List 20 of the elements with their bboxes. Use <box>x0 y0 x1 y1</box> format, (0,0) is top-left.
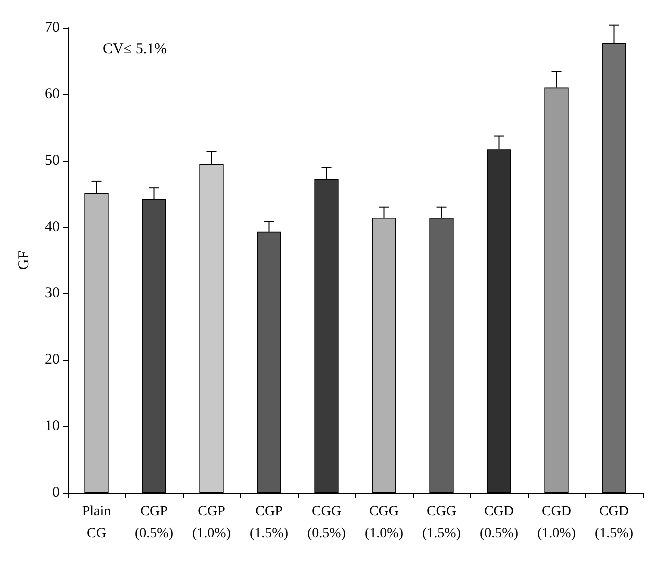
x-tick-label: CGG (1.5%) <box>422 504 462 542</box>
y-tick-label: 0 <box>52 485 60 501</box>
x-tick-label: CGP (1.5%) <box>250 504 289 542</box>
y-tick-label: 20 <box>45 352 60 368</box>
annotation: CV≤ 5.1% <box>103 42 168 58</box>
y-axis-title: GF <box>16 250 32 270</box>
y-tick-label: 60 <box>45 86 60 102</box>
x-tick-label: CGD (1.0%) <box>538 504 576 542</box>
x-tick-label: CGG (0.5%) <box>308 504 346 542</box>
x-tick-label: CGD (1.5%) <box>595 504 634 542</box>
y-tick-label: 40 <box>45 219 60 236</box>
y-tick-label: 50 <box>45 152 60 169</box>
y-tick-label: 30 <box>45 286 60 302</box>
x-tick-label: CGG (1.0%) <box>365 504 404 542</box>
y-tick-label: 70 <box>45 20 60 36</box>
x-tick-label: Plain CG <box>82 504 112 542</box>
y-tick-label: 10 <box>45 418 60 435</box>
x-tick-label: CGP (0.5%) <box>135 504 174 542</box>
x-tick-label: CGD (0.5%) <box>480 504 519 542</box>
x-tick-label: CGP (1.0%) <box>192 504 232 542</box>
